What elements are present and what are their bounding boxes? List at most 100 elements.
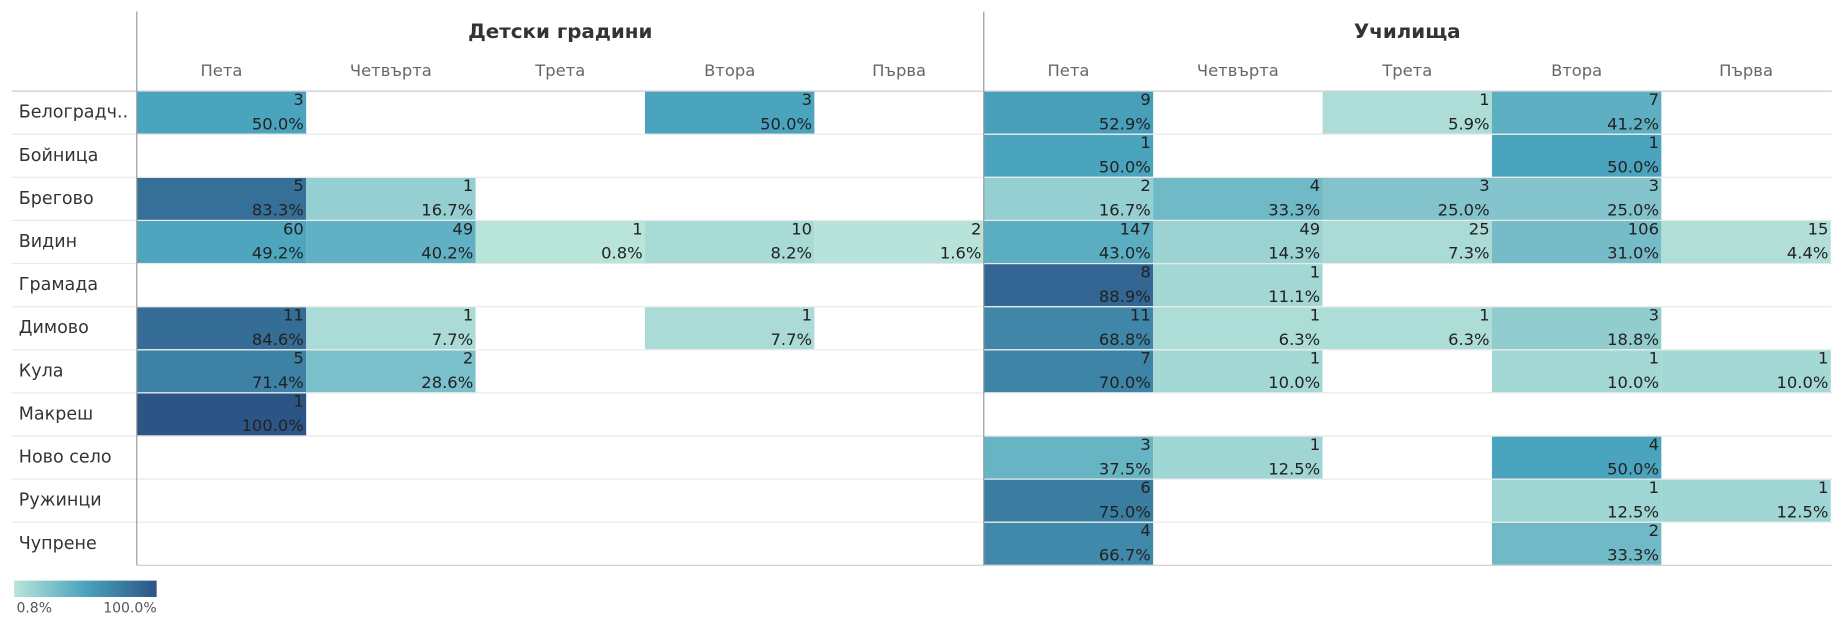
- cell-percent: 25.0%: [1607, 201, 1659, 220]
- heat-cell: [1153, 350, 1323, 393]
- cell-percent: 83.3%: [252, 201, 304, 220]
- row-label: Димово: [19, 318, 89, 338]
- cell-percent: 40.2%: [421, 244, 473, 263]
- cell-percent: 5.9%: [1448, 114, 1490, 133]
- cell-count: 4: [1649, 435, 1659, 454]
- row-label: Видин: [19, 232, 77, 252]
- cell-percent: 0.8%: [601, 244, 643, 263]
- cell-percent: 50.0%: [1607, 157, 1659, 176]
- row-label: Ружинци: [19, 491, 102, 511]
- cell-percent: 16.7%: [1099, 201, 1151, 220]
- heat-cell: [1491, 91, 1662, 134]
- heat-cell: [306, 221, 476, 263]
- cell-count: 3: [1649, 306, 1659, 325]
- cell-count: 49: [452, 219, 473, 238]
- heat-cell: [1153, 177, 1323, 220]
- heat-cell: [1322, 177, 1492, 220]
- cell-count: 7: [1140, 349, 1150, 368]
- cell-count: 1: [1310, 435, 1320, 454]
- column-header: Четвърта: [1197, 61, 1279, 80]
- cell-percent: 49.2%: [252, 244, 304, 263]
- heat-cell: [1153, 221, 1323, 263]
- heat-cell: [1491, 221, 1662, 263]
- cell-count: 3: [293, 90, 303, 109]
- heat-cell: [1153, 436, 1323, 479]
- cell-count: 1: [632, 219, 642, 238]
- cell-percent: 84.6%: [252, 330, 304, 349]
- cell-percent: 12.5%: [1268, 459, 1320, 478]
- cell-count: 2: [1649, 521, 1659, 540]
- column-header: Първа: [872, 61, 926, 80]
- heat-cell: [136, 91, 307, 134]
- heat-cell: [983, 522, 1154, 565]
- cell-percent: 10.0%: [1776, 373, 1828, 392]
- cell-count: 60: [283, 219, 304, 238]
- cell-count: 2: [971, 219, 981, 238]
- cell-percent: 11.1%: [1268, 287, 1320, 306]
- cell-count: 5: [293, 349, 303, 368]
- cell-percent: 31.0%: [1607, 244, 1659, 263]
- cell-count: 11: [1130, 306, 1151, 325]
- heat-cell: [1491, 479, 1662, 522]
- heat-cell: [1491, 307, 1662, 350]
- row-label: Грамада: [19, 275, 98, 295]
- cell-percent: 43.0%: [1099, 244, 1151, 263]
- heat-cell: [814, 221, 984, 263]
- cell-percent: 68.8%: [1099, 330, 1151, 349]
- cell-percent: 33.3%: [1607, 545, 1659, 564]
- heat-cell: [983, 134, 1154, 177]
- cell-percent: 14.3%: [1268, 244, 1320, 263]
- column-header: Втора: [1551, 61, 1602, 80]
- cell-count: 5: [293, 176, 303, 195]
- heat-cell: [1322, 91, 1492, 134]
- legend-ramp: [14, 580, 157, 597]
- cell-percent: 52.9%: [1099, 114, 1151, 133]
- cell-count: 3: [1479, 176, 1489, 195]
- row-label: Кула: [19, 361, 64, 381]
- cell-count: 3: [1649, 176, 1659, 195]
- cell-count: 1: [1310, 262, 1320, 281]
- cell-percent: 50.0%: [252, 114, 304, 133]
- cell-count: 1: [1818, 478, 1828, 497]
- cell-percent: 50.0%: [760, 114, 812, 133]
- cell-count: 1: [1479, 90, 1489, 109]
- heat-cell: [1491, 522, 1662, 565]
- heat-cell: [306, 307, 476, 350]
- cell-percent: 33.3%: [1268, 201, 1320, 220]
- cell-count: 1: [1818, 349, 1828, 368]
- cell-percent: 10.0%: [1607, 373, 1659, 392]
- column-header: Трета: [534, 61, 585, 80]
- heat-cell: [136, 221, 307, 263]
- cell-count: 147: [1120, 219, 1151, 238]
- heat-cell: [983, 177, 1154, 220]
- heat-cell: [1491, 350, 1662, 393]
- cell-percent: 37.5%: [1099, 459, 1151, 478]
- cell-percent: 7.7%: [432, 330, 474, 349]
- cell-count: 7: [1649, 90, 1659, 109]
- cell-percent: 66.7%: [1099, 545, 1151, 564]
- cell-percent: 8.2%: [770, 244, 812, 263]
- row-label: Белоградч..: [19, 103, 128, 123]
- heat-cell: [475, 221, 645, 263]
- cell-count: 9: [1140, 90, 1150, 109]
- cell-count: 8: [1140, 262, 1150, 281]
- cell-count: 1: [463, 176, 473, 195]
- heat-cell: [983, 91, 1154, 134]
- cell-count: 1: [1310, 306, 1320, 325]
- cell-percent: 75.0%: [1099, 502, 1151, 521]
- legend-min: 0.8%: [16, 601, 52, 617]
- cell-count: 1: [802, 306, 812, 325]
- group-header: Детски градини: [468, 20, 652, 43]
- group-header: Училища: [1354, 20, 1461, 43]
- cell-percent: 28.6%: [421, 373, 473, 392]
- cell-percent: 4.4%: [1787, 244, 1829, 263]
- cell-count: 1: [1140, 133, 1150, 152]
- heat-cell: [1322, 307, 1492, 350]
- heat-cell: [983, 350, 1154, 393]
- cell-percent: 50.0%: [1607, 459, 1659, 478]
- heat-cell: [1661, 350, 1831, 393]
- row-label: Ново село: [19, 448, 112, 468]
- cell-percent: 1.6%: [940, 244, 982, 263]
- cell-count: 1: [1649, 478, 1659, 497]
- column-header: Втора: [704, 61, 755, 80]
